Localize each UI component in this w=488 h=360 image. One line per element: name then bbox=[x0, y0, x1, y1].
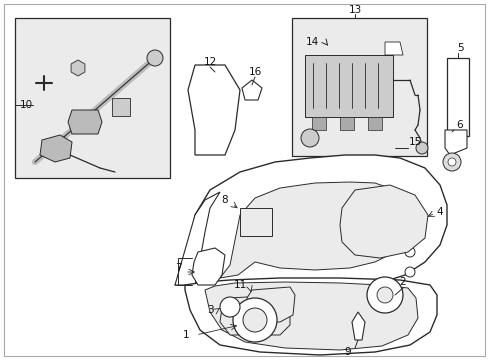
Bar bbox=[240, 208, 271, 236]
Text: 9: 9 bbox=[344, 347, 350, 357]
Bar bbox=[305, 55, 392, 117]
Circle shape bbox=[376, 287, 392, 303]
Polygon shape bbox=[40, 135, 72, 162]
Circle shape bbox=[220, 297, 240, 317]
Polygon shape bbox=[384, 42, 402, 55]
Text: 13: 13 bbox=[347, 5, 361, 15]
Polygon shape bbox=[351, 312, 364, 340]
Polygon shape bbox=[71, 60, 85, 76]
Text: 15: 15 bbox=[407, 137, 421, 147]
Text: 10: 10 bbox=[20, 100, 33, 110]
Text: 4: 4 bbox=[436, 207, 443, 217]
Circle shape bbox=[243, 308, 266, 332]
Circle shape bbox=[404, 247, 414, 257]
Text: 1: 1 bbox=[183, 330, 189, 340]
Circle shape bbox=[232, 298, 276, 342]
Polygon shape bbox=[184, 278, 436, 355]
Circle shape bbox=[442, 153, 460, 171]
Polygon shape bbox=[175, 192, 220, 285]
Bar bbox=[446, 58, 468, 136]
Circle shape bbox=[301, 129, 318, 147]
Bar bbox=[291, 18, 426, 156]
Text: 12: 12 bbox=[203, 57, 216, 67]
Circle shape bbox=[447, 158, 455, 166]
Text: 11: 11 bbox=[233, 280, 246, 290]
Circle shape bbox=[147, 50, 163, 66]
Polygon shape bbox=[175, 155, 446, 290]
Polygon shape bbox=[220, 182, 411, 278]
Text: 16: 16 bbox=[248, 67, 261, 77]
Polygon shape bbox=[187, 65, 240, 155]
Text: 6: 6 bbox=[456, 120, 462, 130]
Bar bbox=[15, 18, 170, 178]
Polygon shape bbox=[367, 117, 381, 130]
Text: 2: 2 bbox=[399, 277, 406, 287]
Text: 14: 14 bbox=[305, 37, 318, 47]
Text: 7: 7 bbox=[174, 263, 181, 273]
Circle shape bbox=[404, 267, 414, 277]
Polygon shape bbox=[339, 117, 353, 130]
Polygon shape bbox=[220, 295, 289, 335]
Polygon shape bbox=[339, 185, 427, 258]
Polygon shape bbox=[444, 130, 466, 155]
Polygon shape bbox=[242, 80, 262, 100]
Polygon shape bbox=[68, 110, 102, 134]
Text: 5: 5 bbox=[456, 43, 462, 53]
Polygon shape bbox=[192, 248, 224, 285]
Text: 8: 8 bbox=[221, 195, 228, 205]
Circle shape bbox=[366, 277, 402, 313]
Text: 3: 3 bbox=[206, 305, 213, 315]
Circle shape bbox=[415, 142, 427, 154]
Polygon shape bbox=[311, 117, 325, 130]
Bar bbox=[112, 98, 130, 116]
Polygon shape bbox=[204, 282, 417, 350]
Polygon shape bbox=[244, 287, 294, 322]
